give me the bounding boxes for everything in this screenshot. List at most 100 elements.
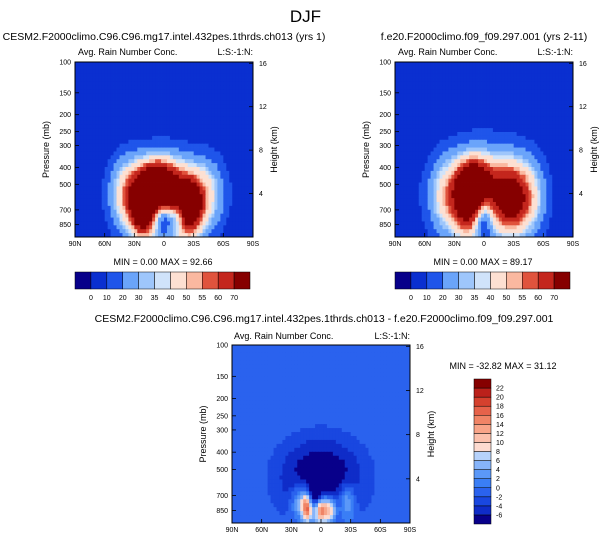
- heat-cell: [140, 225, 144, 230]
- heat-cell: [104, 217, 109, 222]
- heat-cell: [489, 93, 494, 98]
- heat-cell: [484, 69, 488, 75]
- heat-cell: [119, 89, 123, 94]
- heat-cell: [161, 221, 165, 226]
- heat-cell: [415, 69, 420, 75]
- heat-cell: [226, 77, 230, 82]
- heat-cell: [484, 198, 488, 203]
- heat-cell: [229, 135, 233, 141]
- heat-cell: [134, 178, 138, 183]
- heat-cell: [104, 229, 109, 234]
- heat-cell: [427, 135, 431, 141]
- heat-cell: [498, 132, 503, 137]
- heat-cell: [397, 69, 402, 75]
- heat-cell: [415, 112, 420, 117]
- heat-cell: [540, 81, 544, 86]
- heat-cell: [205, 209, 209, 215]
- heat-cell: [486, 182, 491, 187]
- heat-cell: [75, 202, 79, 207]
- heat-cell: [460, 155, 464, 160]
- colorbar-swatch: [154, 271, 171, 290]
- heat-cell: [492, 77, 497, 82]
- heat-cell: [466, 167, 470, 172]
- heat-cell: [155, 93, 159, 98]
- heat-cell: [463, 112, 467, 117]
- heat-cell: [418, 104, 423, 110]
- heat-cell: [122, 167, 126, 172]
- heat-cell: [128, 221, 132, 226]
- heat-cell: [226, 159, 230, 164]
- heat-cell: [235, 132, 239, 137]
- heat-cell: [522, 93, 526, 98]
- heat-cell: [146, 225, 150, 230]
- heat-cell: [202, 93, 206, 98]
- colorbar-label: 70: [230, 295, 238, 302]
- heat-cell: [510, 202, 515, 207]
- heat-cell: [241, 198, 245, 203]
- heat-cell: [172, 198, 177, 203]
- heat-cell: [472, 132, 476, 137]
- heat-cell: [448, 104, 452, 110]
- heat-cell: [409, 124, 414, 129]
- heat-cell: [172, 143, 177, 148]
- heat-cell: [122, 198, 126, 203]
- heat-cell: [395, 194, 399, 199]
- heat-cell: [504, 73, 509, 78]
- heat-cell: [395, 97, 399, 102]
- heat-cell: [421, 112, 426, 117]
- heat-cell: [193, 174, 198, 180]
- heat-cell: [187, 85, 192, 90]
- heat-cell: [169, 155, 174, 160]
- heat-cell: [75, 116, 79, 121]
- heat-cell: [122, 202, 126, 207]
- heat-cell: [161, 120, 165, 125]
- heat-cell: [486, 135, 491, 141]
- heat-cell: [570, 135, 574, 141]
- heat-cell: [80, 85, 85, 90]
- heat-cell: [131, 73, 135, 78]
- heat-cell: [181, 198, 186, 203]
- heat-cell: [430, 202, 434, 207]
- heat-cell: [140, 151, 144, 156]
- heat-cell: [232, 198, 236, 203]
- heat-cell: [454, 174, 458, 180]
- heat-cell: [208, 167, 212, 172]
- heat-cell: [199, 213, 203, 218]
- heat-cell: [122, 128, 126, 133]
- heat-cell: [415, 62, 420, 67]
- heat-cell: [460, 174, 464, 180]
- heat-cell: [119, 217, 123, 222]
- heat-cell: [181, 170, 186, 176]
- heat-cell: [116, 104, 120, 110]
- heat-cell: [406, 81, 411, 86]
- heat-cell: [510, 124, 515, 129]
- heat-cell: [178, 73, 183, 78]
- heat-cell: [77, 85, 82, 90]
- heat-cell: [205, 170, 209, 176]
- heat-cell: [457, 178, 461, 183]
- heat-cell: [492, 104, 497, 110]
- heat-cell: [421, 120, 426, 125]
- heat-cell: [460, 194, 464, 199]
- heat-cell: [208, 186, 212, 191]
- heat-cell: [122, 155, 126, 160]
- heat-cell: [143, 112, 147, 117]
- heat-cell: [492, 120, 497, 125]
- heat-cell: [196, 190, 200, 195]
- heat-cell: [116, 209, 120, 215]
- heat-cell: [178, 124, 183, 129]
- heat-cell: [146, 217, 150, 222]
- heat-cell: [75, 209, 79, 215]
- heat-cell: [143, 209, 147, 215]
- heat-cell: [247, 120, 251, 125]
- heat-cell: [164, 190, 168, 195]
- heat-cell: [98, 120, 103, 125]
- heat-cell: [409, 108, 414, 113]
- x-tick-label: 30S: [187, 241, 200, 248]
- heat-cell: [457, 97, 461, 102]
- heat-cell: [241, 143, 245, 148]
- heat-cell: [448, 89, 452, 94]
- heat-cell: [161, 97, 165, 102]
- heat-cell: [101, 65, 106, 71]
- heat-cell: [552, 170, 556, 176]
